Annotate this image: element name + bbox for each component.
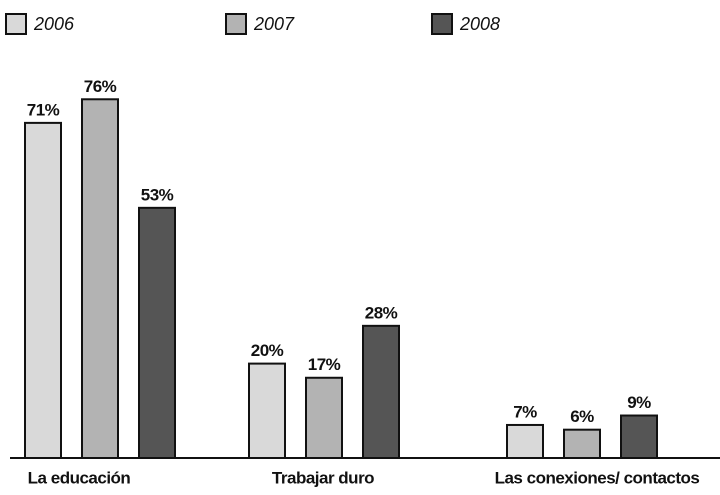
value-label: 53%: [141, 185, 174, 204]
legend-swatch: [5, 13, 27, 35]
bar: [81, 98, 119, 459]
legend-label: 2007: [253, 14, 295, 34]
bar: [620, 414, 658, 459]
legend-swatch: [431, 13, 453, 35]
x-tick-label: Las conexiones/ contactos: [495, 468, 700, 487]
value-label: 28%: [365, 303, 398, 322]
value-label: 17%: [308, 355, 341, 374]
bar: [506, 423, 544, 459]
bar: [24, 121, 62, 459]
bar: [138, 206, 176, 459]
value-label: 20%: [251, 341, 284, 360]
legend-swatch: [225, 13, 247, 35]
bar: [248, 362, 286, 460]
x-tick-label: La educación: [28, 468, 131, 487]
value-label: 76%: [84, 77, 117, 96]
value-label: 6%: [570, 407, 594, 426]
legend-label: 2006: [33, 14, 75, 34]
bar: [305, 376, 343, 460]
bar: [362, 324, 400, 459]
legend-label: 2008: [459, 14, 500, 34]
value-label: 71%: [27, 100, 60, 119]
value-label: 9%: [627, 393, 651, 412]
bar: [563, 428, 601, 459]
value-label: 7%: [513, 402, 537, 421]
x-tick-label: Trabajar duro: [272, 468, 374, 487]
